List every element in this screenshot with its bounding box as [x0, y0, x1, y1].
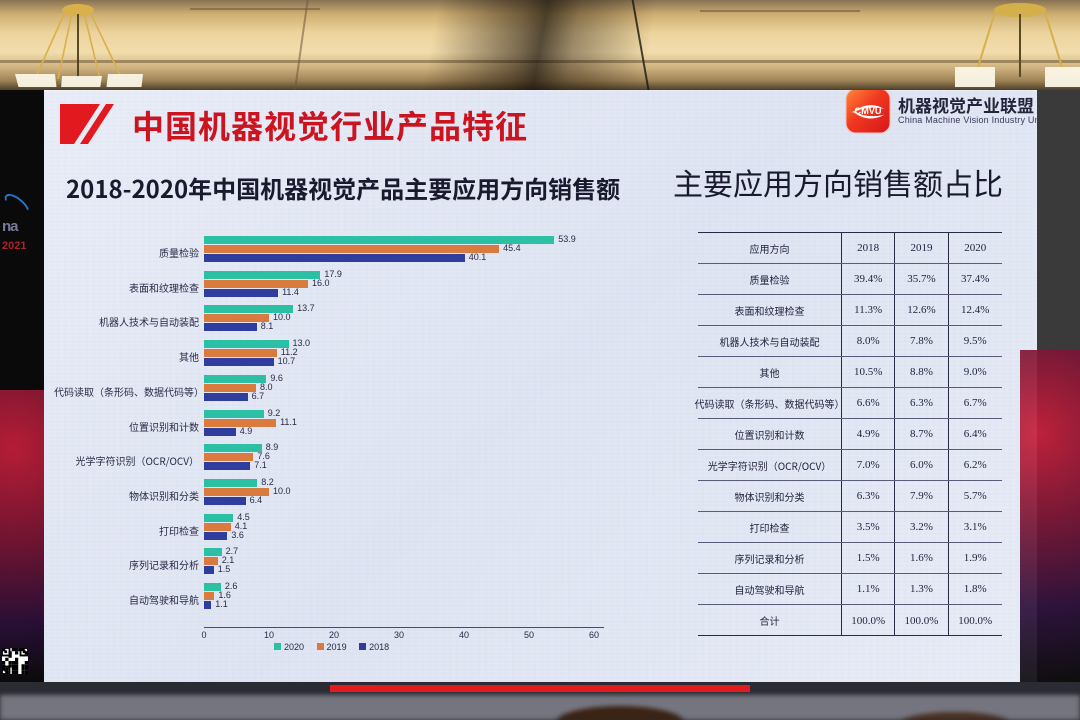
svg-text:CMVU: CMVU — [854, 106, 881, 116]
